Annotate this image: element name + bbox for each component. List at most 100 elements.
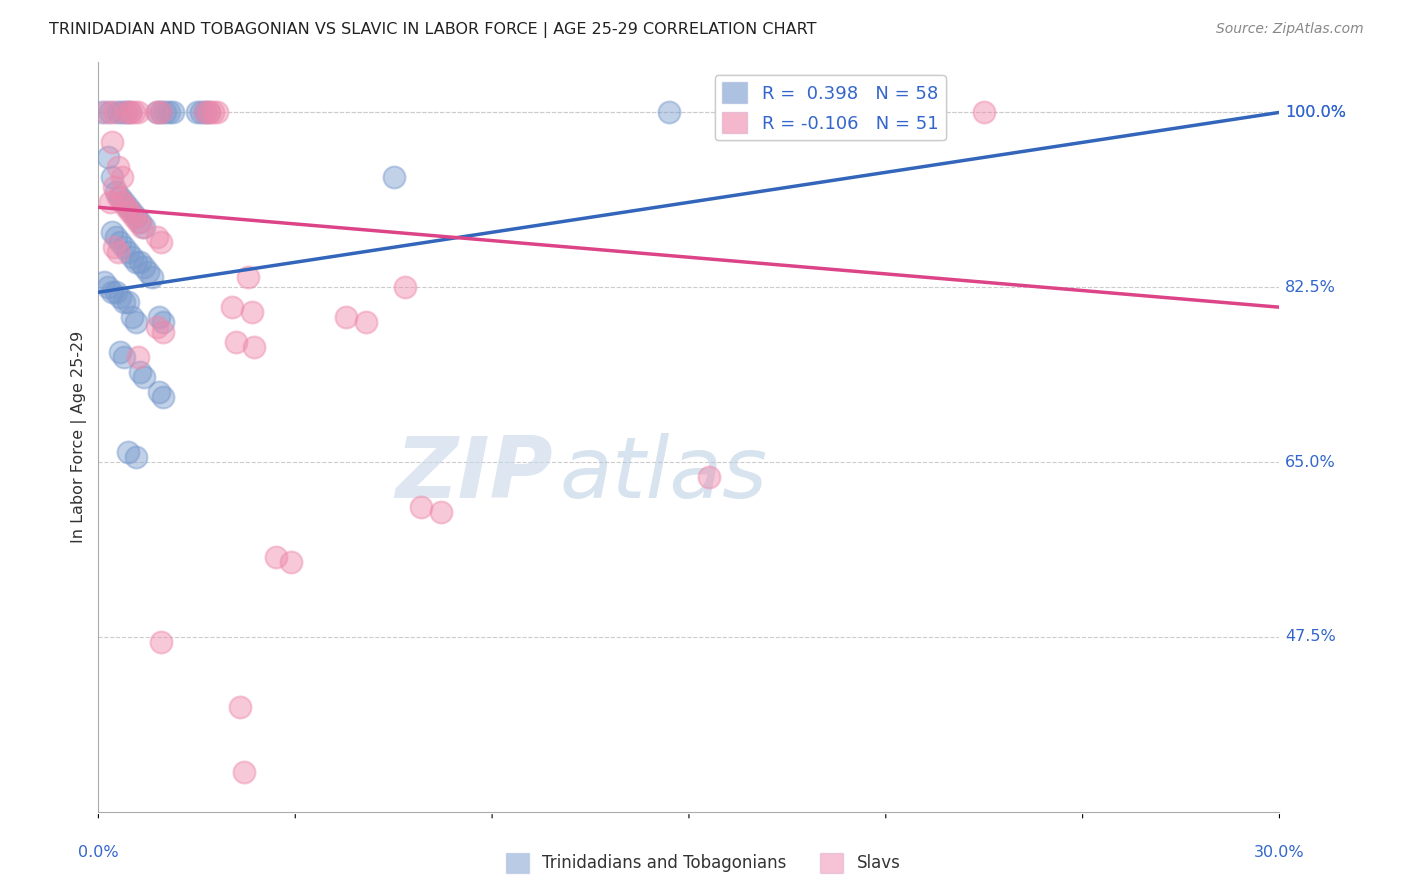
Point — [125, 450, 148, 464]
Point — [121, 310, 143, 325]
Point — [117, 245, 139, 260]
Point — [111, 170, 134, 185]
Point — [112, 240, 135, 254]
Point — [107, 190, 129, 204]
Point — [354, 315, 377, 329]
Point — [115, 105, 138, 120]
Point — [221, 300, 243, 314]
Point — [101, 136, 124, 150]
Point — [394, 280, 416, 294]
Point — [157, 105, 180, 120]
Point — [96, 105, 118, 120]
Point — [335, 310, 357, 325]
Point — [118, 105, 141, 120]
Legend: R =  0.398   N = 58, R = -0.106   N = 51: R = 0.398 N = 58, R = -0.106 N = 51 — [714, 75, 946, 140]
Point — [127, 215, 149, 229]
Point — [152, 325, 174, 339]
Point — [146, 230, 169, 244]
Point — [150, 235, 173, 250]
Text: Source: ZipAtlas.com: Source: ZipAtlas.com — [1216, 22, 1364, 37]
Point — [233, 764, 256, 779]
Point — [115, 105, 138, 120]
Point — [150, 105, 173, 120]
Point — [117, 445, 139, 459]
Point — [128, 255, 150, 269]
Point — [658, 105, 681, 120]
Point — [127, 350, 149, 364]
Point — [108, 290, 131, 304]
Point — [973, 105, 995, 120]
Point — [148, 310, 170, 325]
Point — [105, 230, 128, 244]
Point — [103, 240, 125, 254]
Point — [225, 335, 247, 350]
Point — [197, 105, 219, 120]
Point — [430, 505, 453, 519]
Point — [128, 365, 150, 379]
Point — [240, 305, 263, 319]
Point — [97, 150, 120, 164]
Point — [91, 105, 114, 120]
Point — [98, 195, 121, 210]
Point — [118, 105, 141, 120]
Point — [103, 180, 125, 194]
Point — [127, 105, 149, 120]
Text: TRINIDADIAN AND TOBAGONIAN VS SLAVIC IN LABOR FORCE | AGE 25-29 CORRELATION CHAR: TRINIDADIAN AND TOBAGONIAN VS SLAVIC IN … — [49, 22, 817, 38]
Point — [108, 345, 131, 359]
Point — [118, 205, 141, 219]
Point — [136, 265, 159, 279]
Point — [205, 105, 228, 120]
Point — [194, 105, 217, 120]
Point — [122, 105, 145, 120]
Point — [111, 195, 134, 210]
Point — [111, 105, 134, 120]
Point — [105, 186, 128, 200]
Text: 100.0%: 100.0% — [1285, 105, 1347, 120]
Point — [98, 105, 121, 120]
Point — [103, 105, 125, 120]
Point — [201, 105, 224, 120]
Text: 0.0%: 0.0% — [79, 846, 118, 861]
Point — [146, 105, 169, 120]
Point — [101, 170, 124, 185]
Point — [146, 105, 169, 120]
Point — [117, 295, 139, 310]
Point — [107, 245, 129, 260]
Point — [155, 105, 177, 120]
Point — [132, 370, 155, 384]
Point — [150, 635, 173, 649]
Point — [236, 270, 259, 285]
Point — [186, 105, 208, 120]
Point — [194, 105, 217, 120]
Point — [132, 220, 155, 235]
Text: 30.0%: 30.0% — [1254, 846, 1305, 861]
Text: 47.5%: 47.5% — [1285, 630, 1336, 644]
Point — [128, 215, 150, 229]
Text: 65.0%: 65.0% — [1285, 455, 1336, 469]
Point — [108, 235, 131, 250]
Point — [122, 211, 145, 225]
Point — [146, 320, 169, 334]
Point — [125, 255, 148, 269]
Point — [148, 385, 170, 400]
Point — [264, 549, 287, 564]
Point — [131, 220, 153, 235]
Point — [132, 260, 155, 275]
Point — [150, 105, 173, 120]
Point — [112, 195, 135, 210]
Point — [141, 270, 163, 285]
Y-axis label: In Labor Force | Age 25-29: In Labor Force | Age 25-29 — [72, 331, 87, 543]
Point — [93, 275, 115, 289]
Text: atlas: atlas — [560, 433, 768, 516]
Point — [162, 105, 184, 120]
Point — [115, 200, 138, 214]
Point — [101, 285, 124, 300]
Point — [97, 280, 120, 294]
Point — [112, 295, 135, 310]
Point — [190, 105, 212, 120]
Point — [697, 470, 720, 484]
Point — [117, 200, 139, 214]
Point — [125, 315, 148, 329]
Point — [101, 225, 124, 239]
Point — [121, 205, 143, 219]
